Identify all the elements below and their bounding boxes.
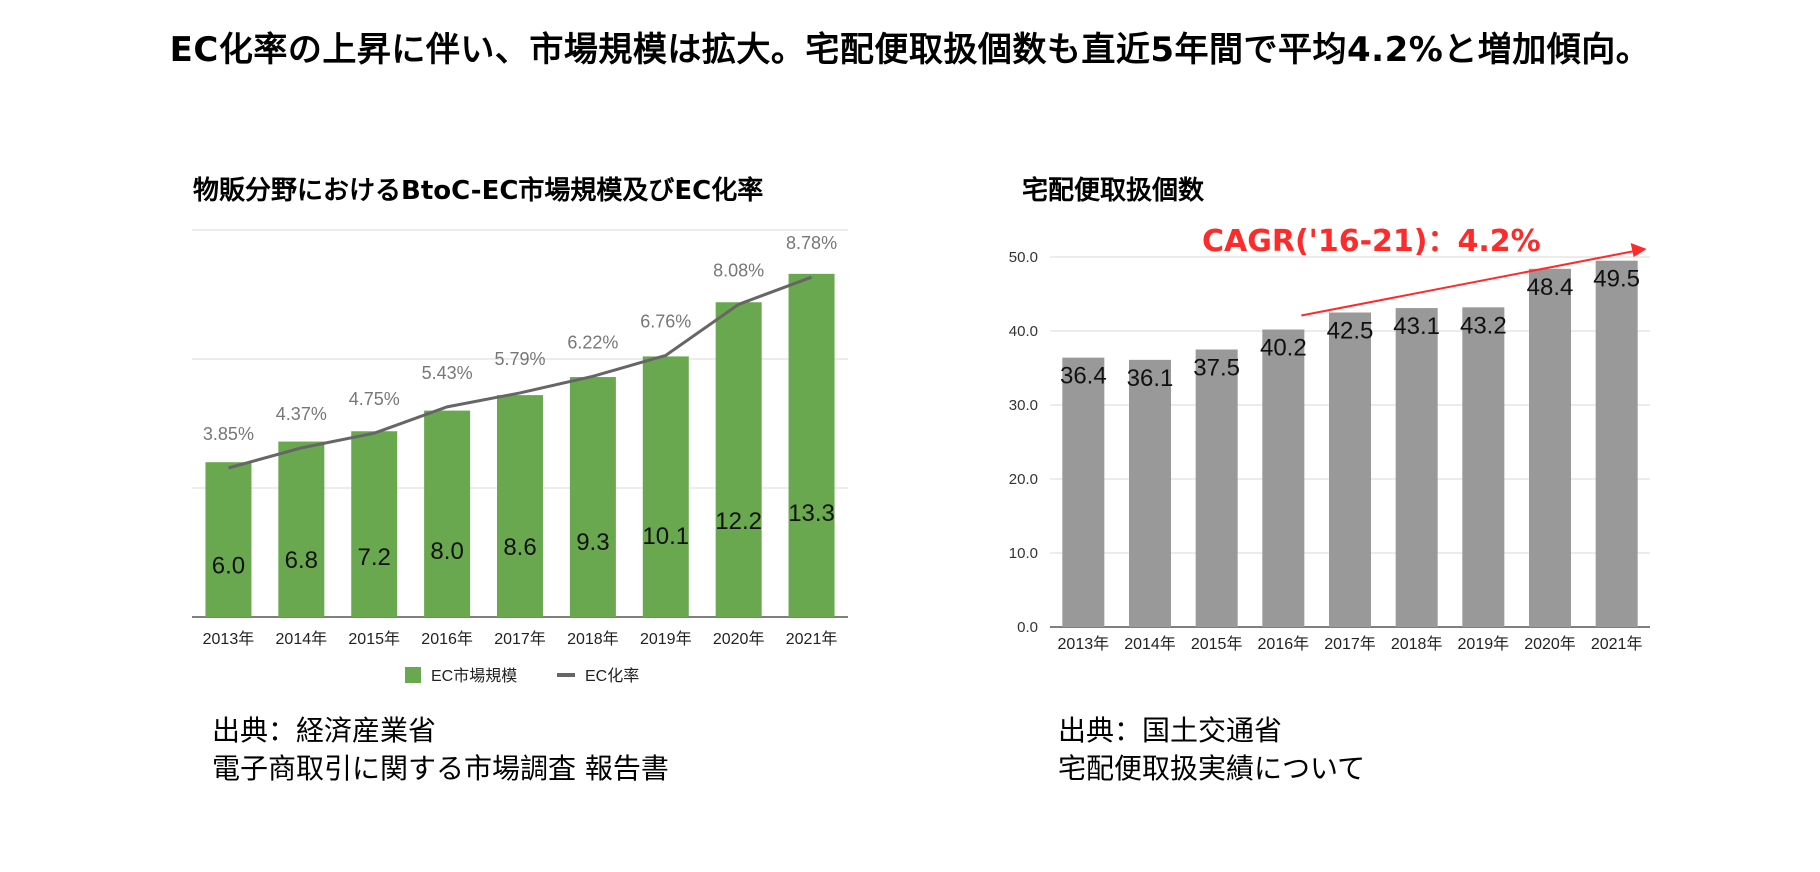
parcel-value-label: 43.1 [1393, 313, 1440, 340]
x-tick-label: 2017年 [1324, 635, 1376, 653]
parcel-chart-source: 出典：国土交通省 宅配便取扱実績について [1058, 712, 1365, 788]
ec-market-bar [424, 410, 471, 617]
ec-market-value-label: 9.3 [576, 529, 609, 556]
x-tick-label: 2020年 [1524, 635, 1576, 653]
ec-ratio-label: 4.37% [276, 404, 327, 424]
parcel-value-label: 37.5 [1193, 355, 1240, 382]
ec-market-value-label: 10.1 [642, 523, 689, 550]
ec-source-line-1: 出典：経済産業省 [212, 714, 437, 747]
ec-market-bar [351, 431, 398, 617]
parcel-value-label: 48.4 [1527, 274, 1574, 301]
ec-market-value-label: 6.8 [285, 547, 318, 574]
ec-ratio-label: 8.78% [786, 233, 837, 253]
ec-market-value-label: 6.0 [212, 553, 245, 580]
x-tick-label: 2016年 [421, 630, 473, 648]
ec-market-bar [715, 302, 762, 617]
parcel-bar [1129, 359, 1171, 627]
legend-label-market: EC市場規模 [431, 667, 517, 685]
parcel-bar [1062, 357, 1105, 627]
parcel-bar [1195, 349, 1238, 627]
x-tick-label: 2019年 [1458, 635, 1510, 653]
ec-ratio-line [228, 275, 813, 470]
ec-market-bar [569, 377, 616, 617]
x-tick-label: 2018年 [1391, 635, 1443, 653]
x-tick-label: 2014年 [1124, 635, 1176, 653]
cagr-arrow-line [1301, 250, 1635, 317]
parcel-value-label: 42.5 [1327, 318, 1374, 345]
cagr-annotation: CAGR('16-21)：4.2% [1202, 224, 1541, 259]
y-tick-label: 0.0 [1017, 619, 1038, 636]
ec-market-value-label: 13.3 [788, 500, 835, 527]
parcel-value-label: 36.4 [1060, 363, 1107, 390]
ec-ratio-label: 3.85% [203, 424, 254, 444]
cagr-arrow-head [1630, 243, 1647, 257]
ec-market-bar [278, 441, 325, 617]
y-tick-label: 50.0 [1009, 249, 1038, 266]
ec-source-line-2: 電子商取引に関する市場調査 報告書 [212, 752, 669, 785]
legend-swatch-bar [405, 667, 421, 683]
legend-label-ratio: EC化率 [585, 667, 639, 685]
x-tick-label: 2013年 [1058, 635, 1110, 653]
x-tick-label: 2014年 [276, 630, 328, 648]
parcel-source-line-1: 出典：国土交通省 [1058, 714, 1283, 747]
y-tick-label: 40.0 [1009, 323, 1038, 340]
ec-market-bar [497, 395, 543, 617]
ec-market-bar [205, 462, 252, 617]
page-headline: EC化率の上昇に伴い、市場規模は拡大。宅配便取扱個数も直近5年間で平均4.2%と… [169, 30, 1651, 70]
ec-ratio-label: 6.76% [640, 311, 691, 331]
parcel-value-label: 36.1 [1127, 365, 1174, 392]
ec-market-bar [642, 356, 689, 617]
ec-ratio-label: 5.43% [422, 363, 473, 383]
parcel-bar [1395, 308, 1438, 627]
parcel-bar [1462, 307, 1505, 627]
y-tick-label: 30.0 [1009, 397, 1038, 414]
ec-ratio-label: 4.75% [349, 389, 400, 409]
parcel-value-label: 43.2 [1460, 312, 1507, 339]
x-tick-label: 2016年 [1258, 635, 1310, 653]
x-tick-label: 2015年 [1191, 635, 1243, 653]
parcel-value-label: 49.5 [1593, 266, 1640, 293]
parcel-bar [1595, 260, 1638, 627]
x-tick-label: 2019年 [640, 630, 692, 648]
ec-chart-source: 出典：経済産業省 電子商取引に関する市場調査 報告書 [212, 712, 669, 788]
parcel-value-label: 40.2 [1260, 335, 1307, 362]
ec-chart-title: 物販分野におけるBtoC-EC市場規模及びEC化率 [193, 176, 764, 206]
parcel-source-line-2: 宅配便取扱実績について [1058, 752, 1366, 785]
x-tick-label: 2021年 [1591, 635, 1643, 653]
ec-market-value-label: 12.2 [715, 508, 762, 535]
y-tick-label: 10.0 [1009, 545, 1038, 562]
x-tick-label: 2018年 [567, 630, 619, 648]
ec-ratio-label: 8.08% [713, 260, 764, 280]
ec-market-value-label: 8.0 [430, 538, 463, 565]
y-tick-label: 20.0 [1009, 471, 1038, 488]
x-tick-label: 2015年 [348, 630, 400, 648]
parcel-bar [1262, 329, 1305, 627]
x-tick-label: 2017年 [494, 630, 546, 648]
parcel-bar [1329, 312, 1371, 627]
parcel-chart-title: 宅配便取扱個数 [1022, 176, 1205, 206]
ec-market-value-label: 7.2 [358, 544, 391, 571]
parcel-bar [1529, 268, 1571, 627]
ec-market-value-label: 8.6 [503, 534, 536, 561]
ec-market-bar [788, 273, 835, 617]
ec-ratio-label: 5.79% [494, 349, 545, 369]
ec-ratio-label: 6.22% [567, 332, 618, 352]
x-tick-label: 2021年 [786, 630, 838, 648]
x-tick-label: 2013年 [203, 630, 255, 648]
x-tick-label: 2020年 [713, 630, 765, 648]
